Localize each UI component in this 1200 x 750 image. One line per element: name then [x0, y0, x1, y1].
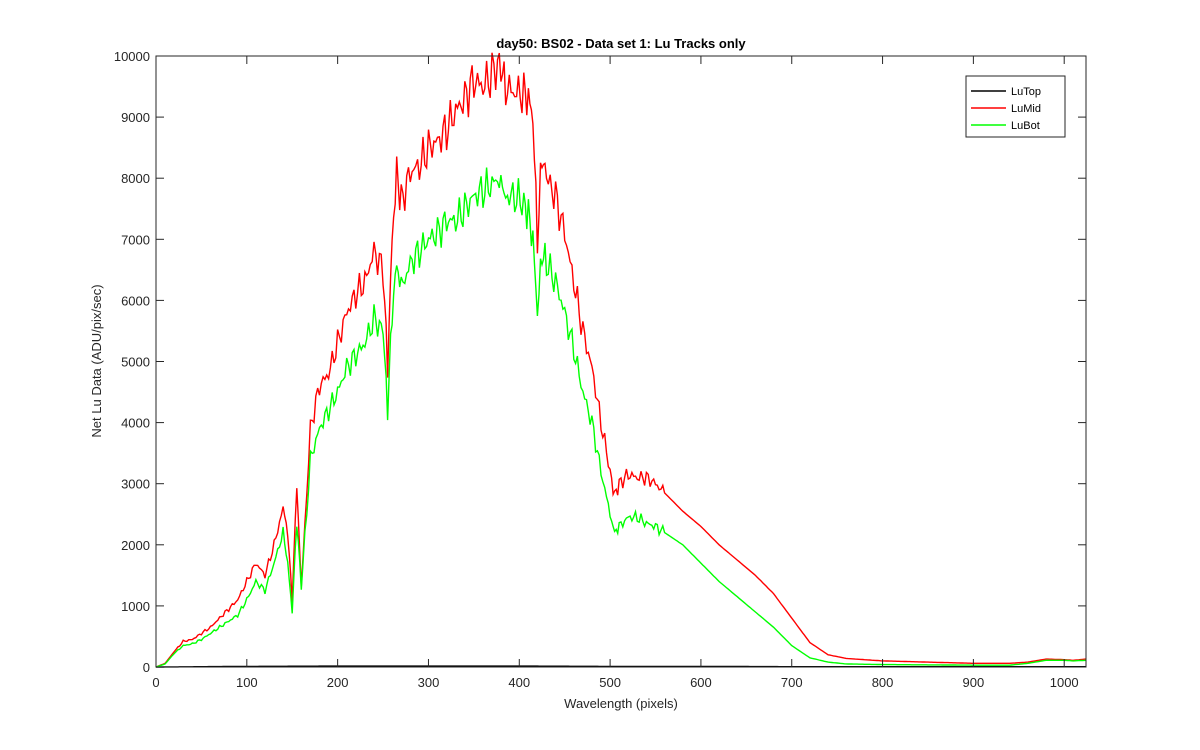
y-tick-label: 8000	[121, 171, 150, 186]
x-tick-label: 600	[690, 675, 712, 690]
y-tick-label: 6000	[121, 293, 150, 308]
legend-label-lubot: LuBot	[1011, 120, 1040, 132]
y-tick-label: 2000	[121, 538, 150, 553]
plot-frame	[155, 55, 1087, 668]
y-tick-label: 5000	[121, 355, 150, 370]
y-tick-label: 0	[143, 660, 150, 675]
chart-title: day50: BS02 - Data set 1: Lu Tracks only	[496, 36, 746, 51]
series-line-lumid	[155, 52, 1087, 668]
x-tick-label: 0	[152, 675, 159, 690]
x-tick-label: 200	[327, 675, 349, 690]
legend-box	[965, 75, 1066, 138]
y-tick-label: 4000	[121, 416, 150, 431]
plot-background	[156, 56, 1086, 667]
series-line-lubot	[155, 167, 1087, 668]
x-tick-label: 1000	[1050, 675, 1079, 690]
legend: LuTop LuMid LuBot	[965, 75, 1066, 138]
x-tick-label: 100	[236, 675, 258, 690]
y-tick-label: 1000	[121, 599, 150, 614]
y-tick-label: 9000	[121, 110, 150, 125]
x-tick-label: 800	[872, 675, 894, 690]
y-tick-label: 3000	[121, 477, 150, 492]
y-tick-label: 7000	[121, 232, 150, 247]
y-tick-label: 10000	[114, 49, 150, 64]
x-tick-label: 700	[781, 675, 803, 690]
y-axis-label: Net Lu Data (ADU/pix/sec)	[89, 284, 104, 437]
x-tick-label: 900	[963, 675, 985, 690]
x-tick-label: 400	[508, 675, 530, 690]
legend-label-lumid: LuMid	[1011, 103, 1041, 115]
x-axis-label: Wavelength (pixels)	[564, 696, 678, 711]
legend-label-lutop: LuTop	[1011, 86, 1041, 98]
x-tick-label: 300	[418, 675, 440, 690]
x-tick-label: 500	[599, 675, 621, 690]
ticks-layer: 0 100 200 300 400 500 600 700 800 900 100001000200…	[114, 49, 1086, 690]
